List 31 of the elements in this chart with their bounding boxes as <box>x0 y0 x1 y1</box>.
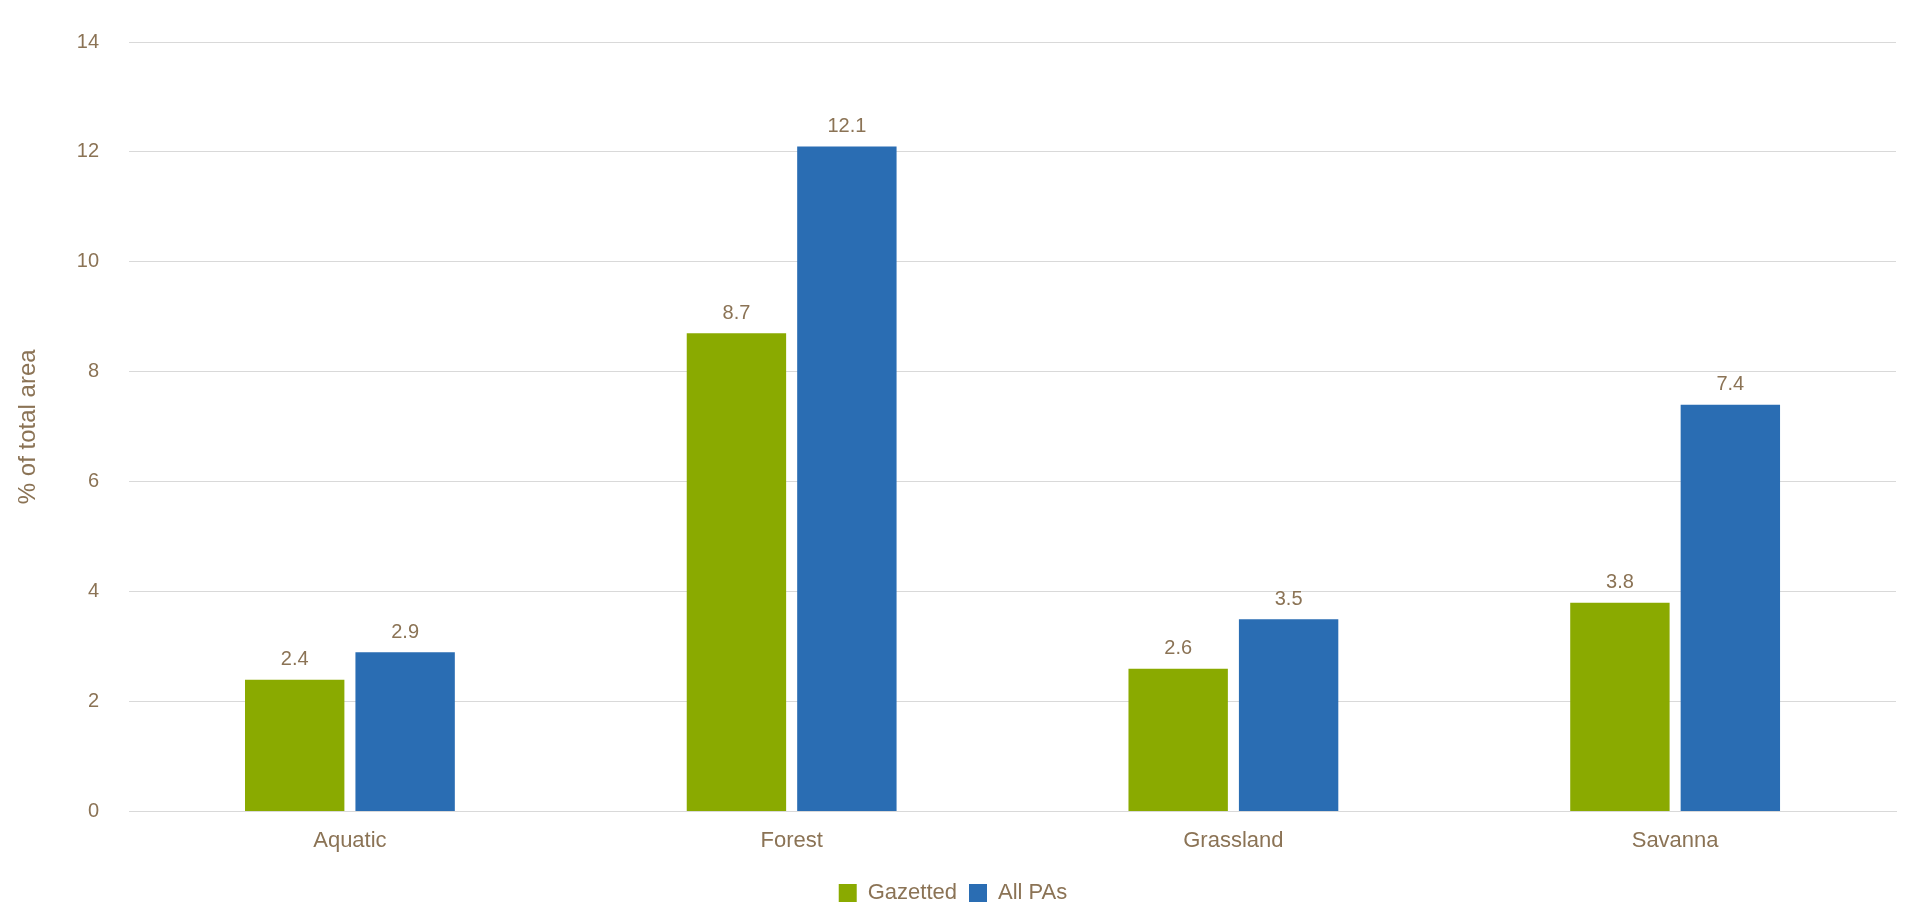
y-tick-label: 0 <box>87 799 100 822</box>
bar <box>686 333 787 812</box>
x-tick-label: Aquatic <box>313 826 387 852</box>
y-axis-title: % of total area <box>13 348 41 505</box>
bar <box>797 146 897 812</box>
bar <box>1128 668 1228 812</box>
data-label: 2.9 <box>391 619 420 642</box>
legend-label: Gazetted <box>867 879 957 905</box>
bar <box>355 652 455 812</box>
legend-label: All PAs <box>998 879 1068 905</box>
bar <box>1570 602 1670 812</box>
data-label: 3.5 <box>1274 586 1303 609</box>
data-label: 2.4 <box>280 647 309 670</box>
y-tick-label: 2 <box>87 689 100 712</box>
x-tick-label: Forest <box>760 826 823 852</box>
y-tick-label: 12 <box>76 139 100 162</box>
x-tick-label: Savanna <box>1631 826 1720 852</box>
bar <box>245 679 345 812</box>
y-tick-label: 6 <box>87 469 100 492</box>
bar <box>1238 619 1339 812</box>
data-label: 12.1 <box>827 113 867 136</box>
y-tick-label: 8 <box>87 359 100 382</box>
y-tick-label: 4 <box>87 579 100 602</box>
data-label: 7.4 <box>1716 372 1745 395</box>
data-label: 8.7 <box>722 300 751 323</box>
bar <box>1680 404 1781 812</box>
data-label: 3.8 <box>1606 570 1634 593</box>
y-tick-label: 14 <box>76 29 100 52</box>
y-tick-label: 10 <box>76 249 100 272</box>
data-label: 2.6 <box>1164 636 1193 659</box>
x-tick-label: Grassland <box>1183 826 1284 852</box>
